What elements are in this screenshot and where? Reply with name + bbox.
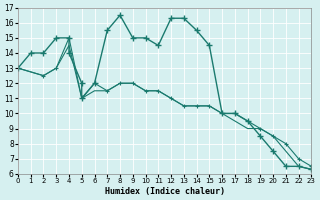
X-axis label: Humidex (Indice chaleur): Humidex (Indice chaleur) — [105, 187, 225, 196]
